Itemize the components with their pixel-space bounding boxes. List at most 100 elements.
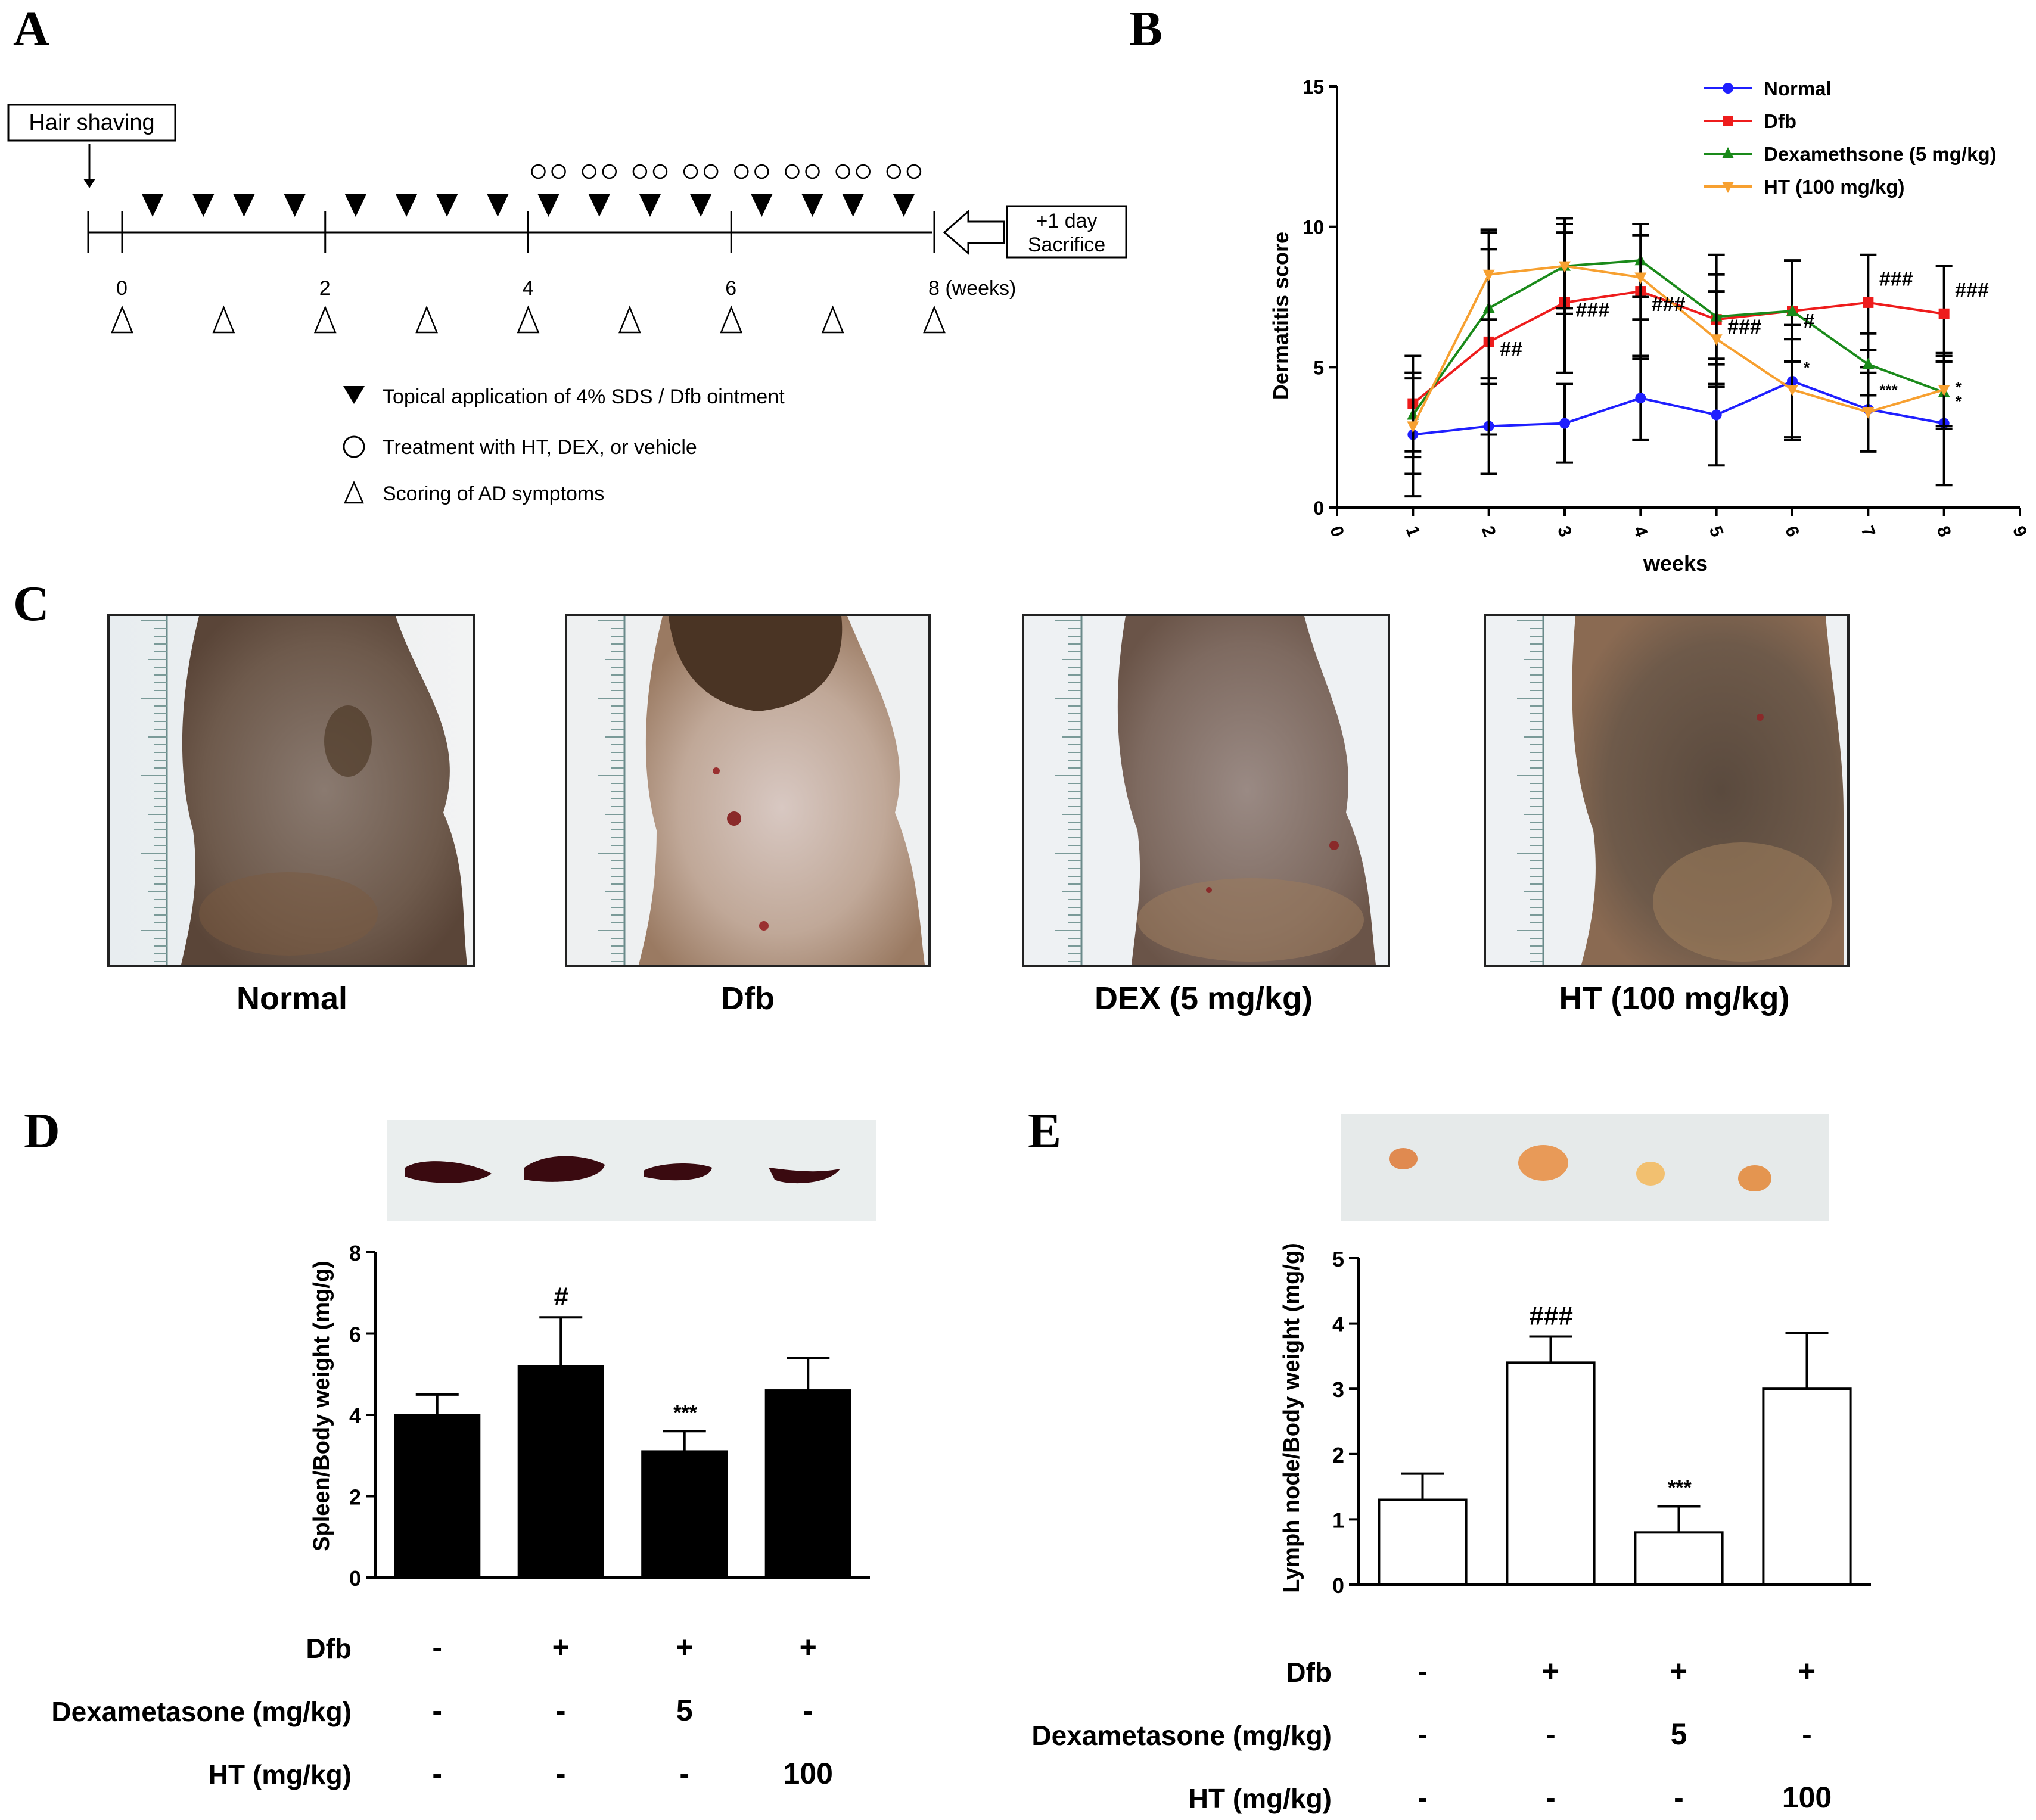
chart-d-y-axis-label: Spleen/Body weight (mg/g): [309, 1261, 334, 1551]
y-tick-label: 6: [349, 1323, 361, 1347]
treatment-cell: -: [1674, 1781, 1684, 1814]
open-circle-icon: [551, 164, 566, 179]
filled-triangle-icon: [142, 194, 164, 217]
y-tick-label: 0: [1313, 497, 1324, 519]
significance-label: ###: [1651, 293, 1685, 316]
treatment-cell: +: [1798, 1654, 1816, 1688]
data-point: [1938, 308, 1950, 319]
chart-d-bars: # ***: [394, 1282, 851, 1579]
timeline-week-label: 2: [319, 277, 331, 300]
x-tick-label: 3: [1553, 524, 1575, 540]
legend-label: Dexamethsone (5 mg/kg): [1764, 143, 1997, 165]
filled-triangle-icon: [751, 194, 773, 217]
treatment-row-label: Dexametasone (mg/kg): [1031, 1720, 1332, 1751]
timeline-week-label: 6: [725, 277, 736, 300]
x-tick-label: 8: [1933, 524, 1955, 540]
timeline-week-label: 4: [523, 277, 534, 300]
sacrifice-arrow-icon: [943, 209, 1005, 256]
series-line: [1412, 290, 1944, 405]
treatment-cell: +: [1541, 1654, 1560, 1688]
data-point: [1711, 409, 1722, 421]
open-triangle-icon: [821, 305, 844, 334]
y-tick-label: 2: [1332, 1443, 1344, 1467]
significance-label: *: [1803, 359, 1810, 377]
sacrifice-line-2: Sacrifice: [1028, 234, 1105, 256]
treatment-cell: 5: [1670, 1718, 1687, 1751]
filled-triangle-icon: [537, 194, 559, 217]
bar: [517, 1365, 604, 1579]
bar: [1762, 1387, 1852, 1586]
series-line: [1413, 379, 1945, 436]
open-circle-icon: [683, 164, 698, 179]
legend-application-text: Topical application of 4% SDS / Dfb oint…: [383, 385, 785, 408]
treatment-cell: -: [1546, 1781, 1556, 1814]
panel-label-b: B: [1129, 1, 1163, 57]
series-line: [1412, 259, 1945, 416]
application-markers: [142, 194, 915, 217]
open-circle-icon: [856, 164, 871, 179]
x-tick-label: 7: [1857, 524, 1879, 540]
treatment-cell: 100: [1782, 1781, 1832, 1814]
significance-label: *: [1955, 392, 1962, 410]
y-tick-label: 4: [349, 1404, 361, 1428]
filled-triangle-icon: [639, 194, 661, 217]
treatment-cell: -: [1418, 1718, 1428, 1751]
chart-b-series: [1404, 217, 1953, 498]
open-triangle-icon: [344, 480, 364, 504]
data-point: [1863, 297, 1874, 308]
bar: [1506, 1361, 1596, 1586]
caption-dex: DEX (5 mg/kg): [1094, 981, 1313, 1016]
data-point: [1407, 421, 1419, 433]
significance-label: ###: [1529, 1302, 1573, 1331]
legend-treatment-text: Treatment with HT, DEX, or vehicle: [383, 436, 697, 459]
open-circle-icon: [886, 164, 902, 179]
filled-triangle-icon: [893, 194, 915, 217]
caption-normal: Normal: [236, 981, 348, 1016]
bar: [764, 1389, 851, 1579]
treatment-cell: +: [1670, 1654, 1688, 1688]
legend-label: Normal: [1764, 77, 1832, 99]
series-dfb: [1404, 222, 1953, 453]
y-tick-label: 15: [1303, 76, 1324, 98]
x-tick-label: 5: [1705, 524, 1727, 540]
open-circle-icon: [785, 164, 800, 179]
timeline-week-ticks: 0 2 4 6 8 (weeks): [116, 211, 1016, 300]
legend-label: Dfb: [1764, 110, 1796, 132]
series-ht: [1404, 222, 1953, 475]
legend-marker: [1723, 83, 1733, 94]
filled-triangle-icon: [343, 386, 365, 404]
treatment-cell: -: [1546, 1718, 1556, 1751]
y-tick-label: 0: [1332, 1573, 1344, 1598]
filled-triangle-icon: [436, 194, 458, 217]
filled-triangle-icon: [233, 194, 255, 217]
treatment-markers: [531, 164, 922, 179]
open-circle-icon: [906, 164, 922, 179]
significance-label: ##: [1500, 338, 1522, 360]
y-tick-label: 0: [349, 1566, 361, 1591]
legend-scoring-text: Scoring of AD symptoms: [383, 483, 604, 505]
x-tick-label: 6: [1781, 524, 1803, 540]
open-triangle-icon: [923, 305, 946, 334]
open-circle-icon: [531, 164, 546, 179]
bar: [641, 1450, 728, 1579]
significance-label: ###: [1575, 298, 1609, 321]
panel-label-e: E: [1028, 1103, 1062, 1159]
open-circle-icon: [582, 164, 596, 179]
significance-label: #: [554, 1282, 568, 1311]
treatment-cell: -: [555, 1694, 566, 1727]
open-circle-icon: [343, 435, 365, 458]
open-triangle-icon: [313, 305, 337, 334]
significance-label: ***: [1667, 1476, 1692, 1499]
bar: [1378, 1498, 1468, 1586]
lymph-node-photo: [1341, 1114, 1829, 1221]
legend-marker: [1722, 147, 1734, 158]
treatment-row-label: HT (mg/kg): [208, 1759, 352, 1790]
caption-ht: HT (100 mg/kg): [1559, 981, 1790, 1016]
open-triangle-icon: [517, 305, 540, 334]
chart-b-legend: Normal Dfb Dexamethsone (5 mg/kg) HT (100 m…: [1704, 77, 1997, 198]
chart-e-y-axis-label: Lymph node/Body weight (mg/g): [1279, 1243, 1304, 1593]
filled-triangle-icon: [192, 194, 215, 217]
open-triangle-icon: [618, 305, 641, 334]
treatment-cell: +: [552, 1631, 570, 1664]
chart-b-annotations: ##### ###### #### ###**** **: [1500, 268, 1989, 410]
